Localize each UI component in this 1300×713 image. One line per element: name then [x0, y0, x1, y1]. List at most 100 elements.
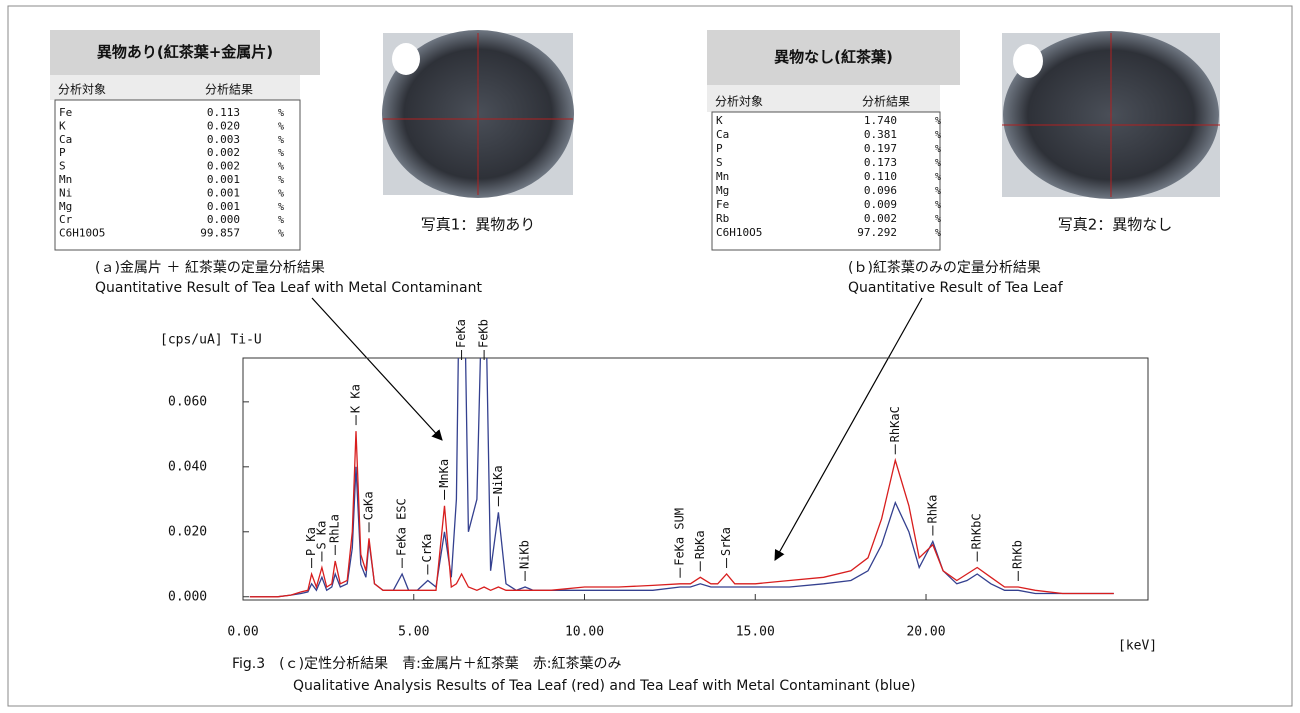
row-value: 0.197 [864, 142, 897, 155]
caption-title: (ｂ)紅茶葉のみの定量分析結果 [848, 260, 1041, 276]
row-value: 0.113 [207, 106, 240, 119]
peak-label: FeKa SUM [673, 508, 687, 566]
x-axis-label: [keV] [1118, 639, 1157, 654]
row-name: Fe [59, 106, 72, 119]
caption-subtitle: Quantitative Result of Tea Leaf with Met… [95, 280, 483, 296]
column-header [707, 85, 940, 112]
caption-subtitle: Quantitative Result of Tea Leaf [848, 280, 1064, 296]
row-unit: % [935, 172, 941, 183]
row-unit: % [278, 215, 284, 226]
spectrum-line [249, 431, 1114, 598]
row-name: Mg [716, 184, 729, 197]
spectrum-line [249, 358, 1114, 598]
row-unit: % [278, 148, 284, 159]
peak-label: NiKb [518, 540, 532, 569]
row-name: K [59, 119, 66, 132]
row-value: 97.292 [857, 226, 897, 239]
row-value: 0.002 [207, 146, 240, 159]
row-name: Ca [59, 133, 72, 146]
row-unit: % [935, 228, 941, 239]
row-name: S [716, 156, 723, 169]
y-tick-label: 0.000 [168, 589, 207, 604]
x-tick-label: 20.00 [906, 625, 945, 640]
x-tick-label: 15.00 [736, 625, 775, 640]
row-unit: % [278, 202, 284, 213]
row-unit: % [278, 162, 284, 173]
x-tick-label: 0.00 [227, 625, 258, 640]
row-name: P [716, 142, 723, 155]
peak-label: K Ka [349, 384, 363, 413]
photo-2 [1002, 31, 1220, 199]
photo-caption: 写真1：異物あり [421, 216, 536, 234]
row-value: 0.096 [864, 184, 897, 197]
row-value: 0.173 [864, 156, 897, 169]
arrow [774, 297, 923, 561]
row-value: 0.000 [207, 213, 240, 226]
row-name: C6H10O5 [716, 226, 762, 239]
column-header [50, 75, 300, 100]
peak-label: MnKa [437, 459, 451, 488]
peak-label: FeKa ESC [395, 498, 409, 556]
column-label: 分析対象 [715, 95, 763, 109]
row-name: Ca [716, 128, 729, 141]
row-unit: % [935, 186, 941, 197]
row-name: S [59, 160, 66, 173]
table-header [707, 30, 960, 85]
row-unit: % [278, 135, 284, 146]
arrow [311, 297, 443, 441]
figure-caption: Qualitative Analysis Results of Tea Leaf… [293, 678, 916, 694]
row-name: Rb [716, 212, 729, 225]
peak-label: NiKa [491, 465, 505, 494]
row-name: Mg [59, 200, 72, 213]
row-name: K [716, 114, 723, 127]
peak-label: S Ka [314, 521, 328, 550]
row-unit: % [278, 108, 284, 119]
peak-label: RhKb [1011, 540, 1025, 569]
peak-label: RhKaC [888, 406, 902, 442]
row-value: 99.857 [200, 227, 240, 240]
x-tick-label: 5.00 [398, 625, 429, 640]
row-unit: % [935, 200, 941, 211]
table-title: 異物あり(紅茶葉+金属片) [97, 43, 273, 61]
row-unit: % [278, 175, 284, 186]
row-unit: % [935, 130, 941, 141]
figure-caption: Fig.3 (ｃ)定性分析結果 青:金属片＋紅茶葉 赤:紅茶葉のみ [232, 656, 622, 672]
peak-label: FeKb [477, 319, 491, 348]
table-title: 異物なし(紅茶葉) [774, 48, 893, 66]
row-value: 0.001 [207, 173, 240, 186]
row-unit: % [278, 229, 284, 240]
x-tick-label: 10.00 [565, 625, 604, 640]
peak-label: RhKa [925, 495, 939, 524]
peak-label: P Ka [304, 527, 318, 556]
row-unit: % [278, 188, 284, 199]
row-value: 0.381 [864, 128, 897, 141]
y-axis-label: [cps/uA] Ti-U [160, 333, 262, 348]
row-name: P [59, 146, 66, 159]
row-value: 0.110 [864, 170, 897, 183]
y-tick-label: 0.020 [168, 524, 207, 539]
row-unit: % [278, 121, 284, 132]
row-value: 0.001 [207, 200, 240, 213]
row-value: 0.002 [864, 212, 897, 225]
row-name: Mn [716, 170, 729, 183]
figure-border [7, 5, 1293, 707]
column-label: 分析結果 [862, 95, 910, 109]
plot-lines [249, 358, 1114, 598]
row-value: 0.002 [207, 160, 240, 173]
plot-frame [242, 357, 1149, 601]
row-value: 0.001 [207, 186, 240, 199]
peak-label: CrKa [420, 534, 434, 563]
row-unit: % [935, 214, 941, 225]
peak-label: RbKa [693, 530, 707, 559]
photo-1 [382, 30, 574, 198]
peak-label: FeKa [454, 319, 468, 348]
column-label: 分析結果 [205, 83, 253, 97]
peak-label: SrKa [719, 527, 733, 556]
row-name: Fe [716, 198, 729, 211]
row-value: 0.003 [207, 133, 240, 146]
photo-caption: 写真2：異物なし [1058, 216, 1173, 234]
peak-label: RhKbC [970, 513, 984, 549]
table-box [54, 99, 301, 251]
peak-label: RhLa [328, 514, 342, 543]
